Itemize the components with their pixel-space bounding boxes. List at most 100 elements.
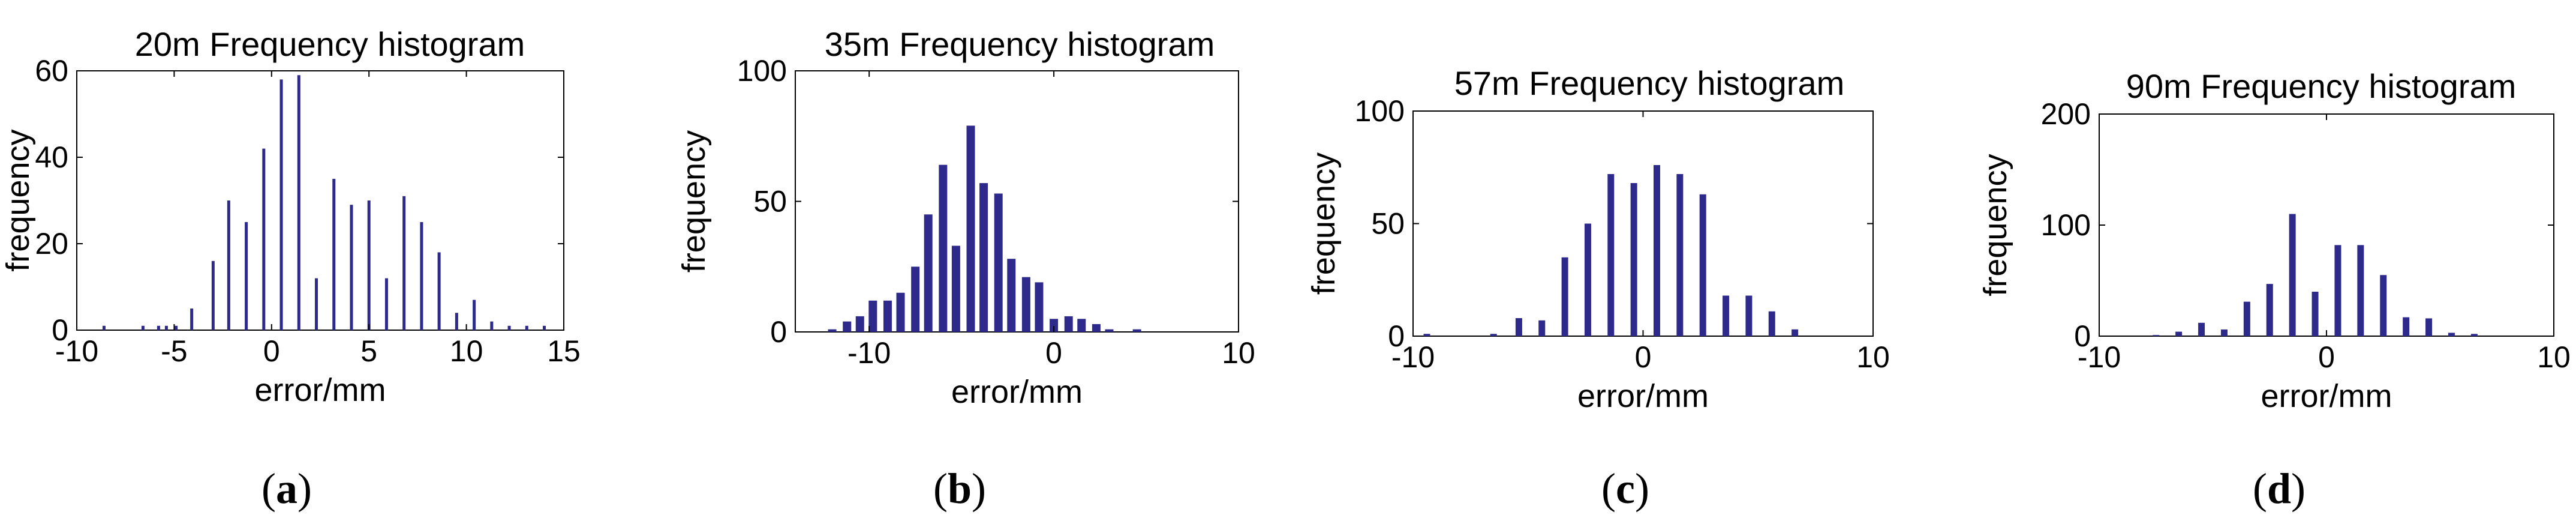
chart-2-bar [1021, 277, 1030, 332]
chart-4-y-label: frequency [1977, 154, 2013, 296]
chart-2-bar [966, 125, 975, 332]
chart-3-bar [1699, 194, 1706, 336]
chart-2-bar [843, 321, 852, 332]
chart-3-bar [1490, 334, 1497, 336]
chart-4-x-label: error/mm [2261, 378, 2392, 414]
chart-2-y-label: frequency [676, 130, 712, 273]
chart-3-bar [1423, 334, 1430, 336]
chart-3-y-label: frequency [1306, 152, 1342, 295]
chart-3-y-tick-label: 50 [1371, 207, 1405, 241]
chart-3-bar [1584, 223, 1591, 336]
chart-4-y-tick-label: 100 [2041, 208, 2091, 242]
chart-2-x-tick-label: 0 [1045, 336, 1062, 370]
chart-3-bar [1654, 165, 1661, 336]
chart-2-y-tick-label: 0 [770, 315, 787, 349]
chart-1-bar [525, 325, 528, 330]
chart-1-bar [455, 313, 458, 330]
chart-3-bar [1792, 329, 1799, 336]
chart-2-x-tick-label: -10 [847, 336, 891, 370]
chart-3-x-tick-label: -10 [1391, 340, 1435, 374]
chart-2-bar [939, 164, 948, 332]
chart-3-bar [1515, 318, 1522, 336]
chart-1-bar [384, 278, 388, 330]
chart-1-bar [315, 278, 318, 330]
chart-4-caption: (d) [2253, 465, 2306, 513]
chart-2-x-tick-label: 10 [1222, 336, 1255, 370]
chart-2-bar [1007, 259, 1016, 332]
chart-3-bar [1745, 295, 1753, 336]
chart-2-bar [855, 316, 864, 332]
chart-3-axes-box [1412, 110, 1874, 337]
chart-4-axes-box [2099, 113, 2554, 337]
chart-1-y-tick-label: 40 [35, 140, 68, 174]
chart-1-x-label: error/mm [255, 372, 386, 408]
chart-4-bar [2153, 335, 2160, 336]
chart-2-bar [979, 183, 988, 332]
chart-1-bar [262, 148, 266, 330]
chart-1-bar [402, 196, 406, 330]
chart-2-bar [1105, 329, 1114, 332]
chart-1-bar [164, 325, 168, 330]
chart-4-bar [2470, 334, 2478, 336]
chart-2-bar [951, 245, 960, 332]
chart-2-bar [828, 329, 837, 332]
chart-2-bar [994, 193, 1003, 332]
chart-3-y-tick-label: 100 [1355, 94, 1405, 128]
chart-3-x-tick-label: 0 [1635, 340, 1652, 374]
chart-2-bar [1050, 319, 1059, 332]
chart-3-bar [1768, 311, 1775, 336]
chart-1-y-tick-label: 20 [35, 227, 68, 260]
chart-2-y-tick-label: 100 [737, 54, 787, 88]
chart-3-bar [1607, 174, 1615, 336]
chart-1-x-tick-label: -10 [55, 334, 98, 368]
chart-2-bar [1132, 329, 1141, 332]
chart-3-bar [1676, 174, 1684, 336]
chart-1-bar [350, 205, 353, 330]
chart-4-bar [2266, 284, 2273, 336]
chart-1-panel: -10 -5 0 5 10 15 0 20 40 60 20m Frequency histogra… [0, 25, 581, 513]
chart-3-bar [1538, 320, 1546, 336]
chart-4-bar [2425, 318, 2433, 336]
chart-1-axes-box [76, 70, 564, 331]
chart-2-bar [911, 267, 920, 332]
chart-1-bar [332, 179, 336, 330]
chart-2-bar [896, 292, 905, 332]
chart-2-y-tick-label: 50 [753, 185, 787, 218]
chart-1-bar [175, 325, 178, 330]
chart-1-x-tick-label: 0 [263, 334, 280, 368]
chart-2-x-label: error/mm [951, 374, 1083, 410]
chart-4-bar [2403, 317, 2410, 336]
chart-1-bar [490, 321, 494, 330]
chart-1-bar [473, 300, 476, 330]
chart-1-bar [297, 75, 300, 330]
chart-2-axes-box [795, 70, 1239, 333]
chart-1-bar [157, 325, 160, 330]
chart-2-bar [924, 214, 933, 332]
chart-1-bar [190, 309, 194, 330]
chart-1-y-tick-label: 60 [35, 54, 68, 88]
chart-4-bar [2334, 245, 2341, 336]
chart-2-bar [1064, 316, 1073, 332]
chart-3-bar [1630, 183, 1637, 336]
chart-2-bar [1092, 324, 1101, 332]
chart-4-bar [2198, 322, 2205, 336]
chart-2-caption: (b) [933, 465, 986, 513]
chart-1-bar [279, 79, 283, 330]
chart-1-bar [245, 222, 248, 330]
chart-4-bar [2357, 245, 2364, 336]
chart-4-y-tick-label: 0 [2074, 319, 2091, 353]
chart-3-bar [1561, 257, 1568, 336]
chart-2-bar [1035, 282, 1044, 332]
chart-3-bar [1723, 295, 1730, 336]
chart-2-bar [883, 300, 892, 332]
chart-2-bar [868, 300, 877, 332]
chart-3-x-tick-label: 10 [1856, 340, 1890, 374]
chart-1-bar [507, 325, 511, 330]
chart-4-bar [2380, 275, 2387, 336]
chart-1-title: 20m Frequency histogram [135, 25, 525, 63]
chart-1-caption: (a) [261, 465, 312, 513]
chart-4-bar [2243, 301, 2250, 336]
chart-1-bar [367, 200, 371, 330]
